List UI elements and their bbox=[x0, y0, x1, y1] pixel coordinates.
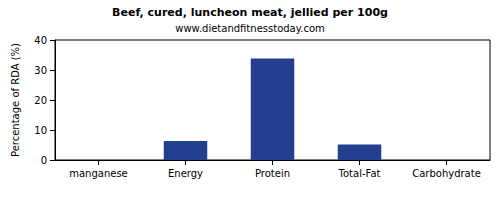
svg-text:Percentage of RDA (%): Percentage of RDA (%) bbox=[10, 43, 21, 157]
svg-text:Total-Fat: Total-Fat bbox=[338, 168, 381, 179]
svg-text:10: 10 bbox=[34, 125, 47, 136]
svg-text:Carbohydrate: Carbohydrate bbox=[412, 168, 481, 179]
svg-text:20: 20 bbox=[34, 95, 47, 106]
svg-text:30: 30 bbox=[34, 65, 47, 76]
svg-text:Protein: Protein bbox=[255, 168, 290, 179]
svg-text:40: 40 bbox=[34, 35, 47, 46]
svg-text:manganese: manganese bbox=[69, 168, 128, 179]
svg-text:Beef, cured, luncheon meat, je: Beef, cured, luncheon meat, jellied per … bbox=[112, 6, 388, 19]
svg-text:Energy: Energy bbox=[168, 168, 203, 179]
svg-text:0: 0 bbox=[41, 155, 47, 166]
svg-text:www.dietandfitnesstoday.com: www.dietandfitnesstoday.com bbox=[175, 23, 324, 34]
